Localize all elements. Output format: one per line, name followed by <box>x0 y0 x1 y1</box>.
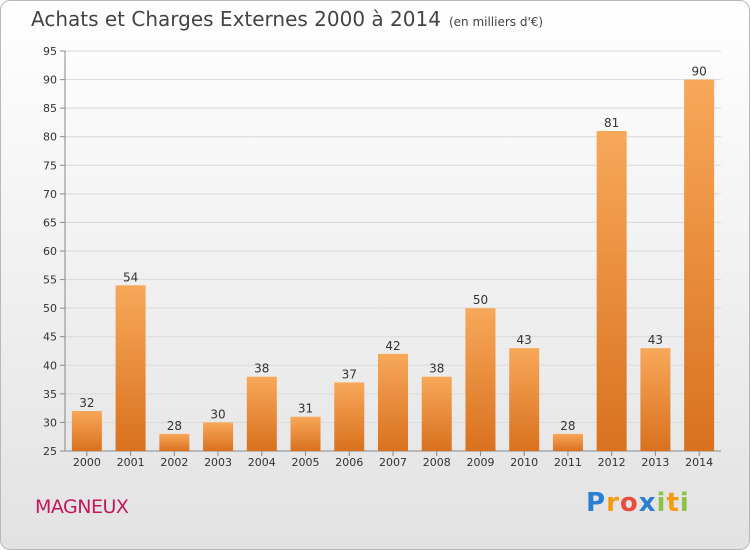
title-main: Achats et Charges Externes 2000 à 2014 <box>31 7 441 31</box>
y-tick-label: 50 <box>43 302 57 315</box>
bar <box>509 348 540 451</box>
x-tick-label: 2012 <box>598 456 626 469</box>
x-tick-label: 2008 <box>423 456 451 469</box>
x-tick-label: 2007 <box>379 456 407 469</box>
data-label: 31 <box>298 402 313 416</box>
data-label: 38 <box>429 362 444 376</box>
y-tick-label: 85 <box>43 102 57 115</box>
bar <box>115 285 146 451</box>
x-tick-label: 2005 <box>292 456 320 469</box>
data-label: 37 <box>342 367 357 381</box>
logo-letter: i <box>656 488 667 518</box>
y-tick-label: 80 <box>43 131 57 144</box>
bar <box>71 411 102 451</box>
data-label: 43 <box>648 333 663 347</box>
data-label: 54 <box>123 270 138 284</box>
data-label: 38 <box>254 362 269 376</box>
bar <box>159 433 190 451</box>
x-tick-label: 2013 <box>641 456 669 469</box>
y-tick-label: 70 <box>43 188 57 201</box>
y-tick-label: 45 <box>43 331 57 344</box>
y-tick-label: 75 <box>43 159 57 172</box>
bar <box>290 416 321 451</box>
bar <box>596 131 627 451</box>
logo-letter: x <box>638 488 657 518</box>
x-tick-label: 2001 <box>117 456 145 469</box>
bar <box>640 348 671 451</box>
x-tick-label: 2014 <box>685 456 713 469</box>
chart-title: Achats et Charges Externes 2000 à 2014 (e… <box>31 7 543 31</box>
logo-letter: r <box>606 488 620 518</box>
data-label: 28 <box>560 419 575 433</box>
x-tick-label: 2009 <box>466 456 494 469</box>
y-tick-label: 95 <box>43 45 57 58</box>
bar <box>552 433 583 451</box>
x-tick-label: 2003 <box>204 456 232 469</box>
y-tick-label: 55 <box>43 274 57 287</box>
proxiti-logo: Proxiti <box>586 488 690 518</box>
x-tick-label: 2010 <box>510 456 538 469</box>
bar <box>246 376 277 451</box>
data-label: 42 <box>385 339 400 353</box>
data-label: 81 <box>604 116 619 130</box>
y-tick-label: 60 <box>43 245 57 258</box>
bar <box>203 422 234 451</box>
y-tick-label: 40 <box>43 359 57 372</box>
data-label: 90 <box>691 65 706 79</box>
x-tick-label: 2002 <box>160 456 188 469</box>
x-tick-label: 2000 <box>73 456 101 469</box>
x-tick-label: 2006 <box>335 456 363 469</box>
x-tick-label: 2004 <box>248 456 276 469</box>
y-tick-label: 65 <box>43 216 57 229</box>
bar <box>334 382 365 451</box>
y-tick-label: 35 <box>43 388 57 401</box>
y-tick-label: 30 <box>43 416 57 429</box>
logo-letter: o <box>619 488 639 518</box>
commune-name: MAGNEUX <box>35 496 129 518</box>
logo-letter: t <box>666 488 680 518</box>
title-unit: (en milliers d'€) <box>448 15 544 29</box>
y-tick-label: 25 <box>43 445 57 458</box>
x-tick-label: 2011 <box>554 456 582 469</box>
data-label: 32 <box>79 396 94 410</box>
data-label: 28 <box>167 419 182 433</box>
data-label: 43 <box>517 333 532 347</box>
data-label: 30 <box>210 407 225 421</box>
logo-letter: P <box>586 488 607 518</box>
bar <box>378 353 408 451</box>
y-tick-label: 90 <box>43 74 57 87</box>
bar <box>421 376 452 451</box>
data-label: 50 <box>473 293 488 307</box>
bar <box>684 79 715 452</box>
logo-letter: i <box>679 488 690 518</box>
bar <box>465 308 496 451</box>
